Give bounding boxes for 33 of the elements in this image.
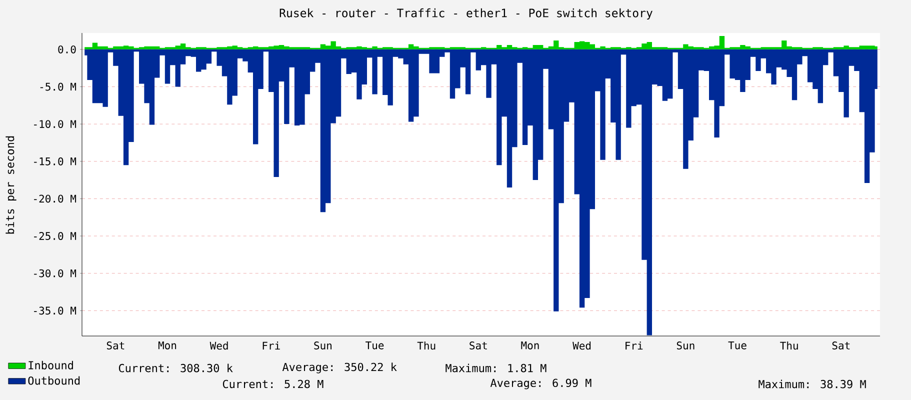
y-tick-label: -30.0 M <box>34 269 76 278</box>
x-tick-label: Tue <box>366 342 384 350</box>
y-tick-label: -35.0 M <box>34 306 76 315</box>
y-tick-label: -25.0 M <box>34 232 76 240</box>
text: Current: 5.28 M <box>222 380 324 388</box>
x-tick-label: Wed <box>210 342 228 350</box>
text: Maximum: 1.81 M <box>446 364 546 372</box>
x-tick-label: Sun <box>314 342 332 350</box>
x-tick-label: Mon <box>521 342 539 350</box>
y-tick-label: -5.0 M <box>40 82 76 91</box>
x-tick-label: Mon <box>158 342 176 350</box>
x-tick-label: Thu <box>780 342 798 350</box>
text: Current: 308.30 k <box>118 364 233 372</box>
text: Average: 6.99 M <box>490 378 592 390</box>
y-tick-label: -10.0 M <box>34 120 76 128</box>
y-axis-title: bits per second <box>6 136 16 234</box>
x-tick-label: Fri <box>626 342 643 350</box>
legend-label: Inbound <box>28 360 73 370</box>
text: Average: 350.22 k <box>282 362 397 374</box>
legend-label: Outbound <box>28 376 80 385</box>
x-tick-label: Wed <box>572 342 591 350</box>
chart-title: Rusek - router - Traffic - ether1 - PoE switch sektory <box>280 8 652 20</box>
y-tick-label: 0.0 <box>58 45 76 54</box>
text: Maximum: 38.39 M <box>758 380 866 388</box>
y-tick-label: -15.0 M <box>34 157 76 166</box>
x-tick-label: Sat <box>470 342 487 350</box>
x-tick-label: Fri <box>262 342 280 350</box>
x-tick-label: Tue <box>728 342 746 350</box>
x-tick-label: Sun <box>676 342 694 350</box>
x-tick-label: Sat <box>832 342 850 350</box>
y-tick-label: -20.0 M <box>34 194 76 203</box>
x-tick-label: Sat <box>106 342 124 350</box>
x-tick-label: Thu <box>417 342 436 350</box>
